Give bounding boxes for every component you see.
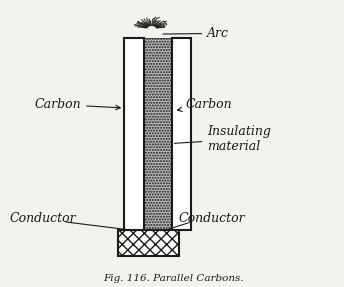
Bar <box>118 230 179 256</box>
Text: Insulating
material: Insulating material <box>174 125 271 153</box>
Text: Conductor: Conductor <box>179 212 246 225</box>
Text: Carbon: Carbon <box>178 98 232 111</box>
Text: Arc: Arc <box>163 27 229 40</box>
Text: Conductor: Conductor <box>10 212 76 225</box>
Text: Fig. 116. Parallel Carbons.: Fig. 116. Parallel Carbons. <box>103 274 244 283</box>
Bar <box>144 38 172 230</box>
Bar <box>172 38 191 230</box>
Bar <box>124 38 144 230</box>
Text: Carbon: Carbon <box>34 98 120 111</box>
